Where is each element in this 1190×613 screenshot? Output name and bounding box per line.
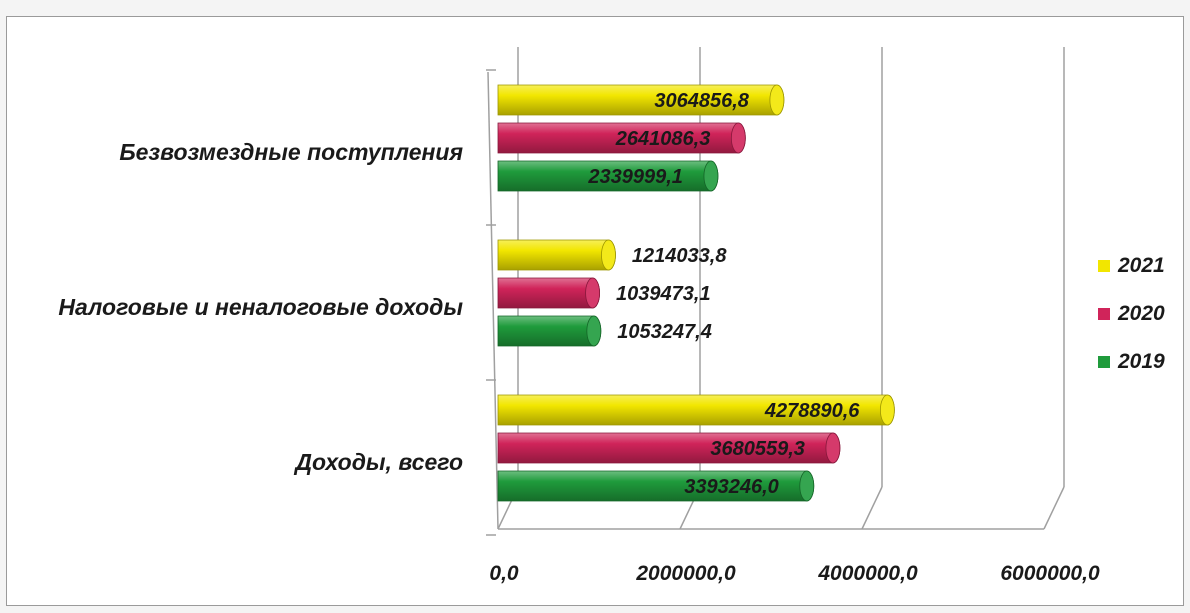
x-tick-label: 4000000,0 bbox=[817, 562, 918, 585]
data-label: 1039473,1 bbox=[616, 283, 711, 305]
bar-end-cap bbox=[825, 432, 841, 464]
data-label: 3680559,3 bbox=[710, 438, 805, 460]
bar-2020 bbox=[497, 277, 600, 309]
data-label: 1214033,8 bbox=[632, 245, 727, 267]
legend-label-2020: 2020 bbox=[1117, 302, 1165, 325]
x-tick-label: 6000000,0 bbox=[1000, 562, 1100, 585]
data-label: 3393246,0 bbox=[684, 476, 779, 498]
floor-gridline bbox=[861, 486, 883, 530]
data-label: 4278890,6 bbox=[764, 400, 860, 422]
bar-end-cap bbox=[879, 394, 895, 426]
bar-end-cap bbox=[601, 239, 616, 271]
category-label: Безвозмездные поступления bbox=[119, 139, 463, 165]
data-label: 2339999,1 bbox=[587, 166, 683, 188]
bar-end-cap bbox=[769, 84, 785, 116]
category-label: Доходы, всего bbox=[293, 449, 463, 475]
legend-label-2021: 2021 bbox=[1117, 254, 1165, 277]
bar-end-cap bbox=[730, 122, 746, 154]
legend-swatch-2019 bbox=[1098, 356, 1110, 368]
floor-gridline bbox=[1043, 486, 1065, 530]
data-label: 1053247,4 bbox=[617, 321, 712, 343]
x-tick-label: 0,0 bbox=[489, 562, 519, 585]
bar-end-cap bbox=[585, 277, 600, 309]
legend-swatch-2021 bbox=[1098, 260, 1110, 272]
bar-2021 bbox=[497, 239, 616, 271]
bar-end-cap bbox=[586, 315, 602, 347]
legend-swatch-2020 bbox=[1098, 308, 1110, 320]
category-label: Налоговые и неналоговые доходы bbox=[58, 294, 463, 320]
legend-label-2019: 2019 bbox=[1117, 350, 1165, 373]
bar-end-cap bbox=[799, 470, 815, 502]
legend: 2021 2020 2019 bbox=[1098, 254, 1165, 373]
data-label: 2641086,3 bbox=[615, 128, 711, 150]
data-label: 3064856,8 bbox=[654, 90, 749, 112]
x-tick-label: 2000000,0 bbox=[635, 562, 736, 585]
y-axis-line bbox=[487, 71, 499, 530]
bars bbox=[497, 84, 895, 502]
bar-2019 bbox=[497, 315, 602, 347]
bar-end-cap bbox=[703, 160, 719, 192]
